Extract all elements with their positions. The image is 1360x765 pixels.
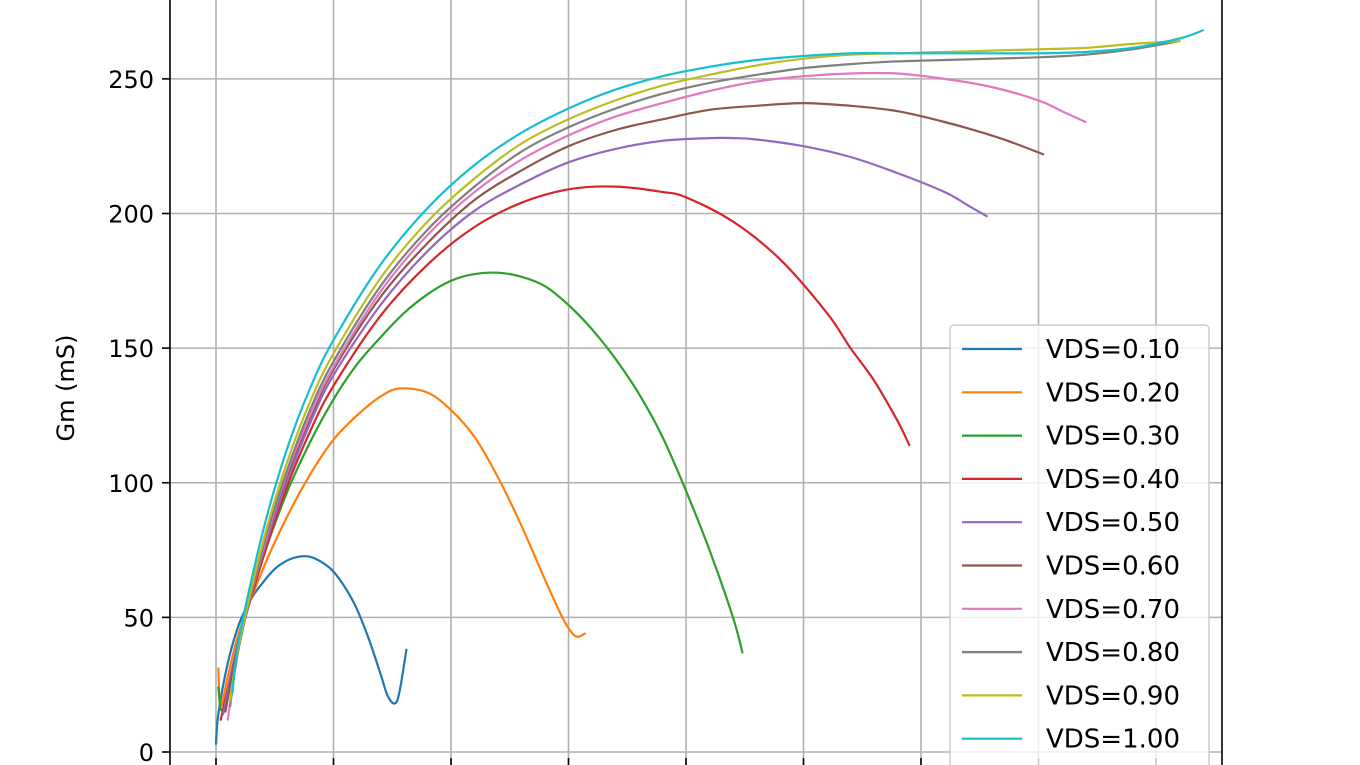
series-line-9	[229, 40, 1181, 702]
y-tick-label: 50	[123, 604, 154, 632]
legend-label: VDS=0.70	[1046, 595, 1180, 625]
legend-label: VDS=0.50	[1046, 508, 1180, 538]
legend-label: VDS=0.90	[1046, 681, 1180, 711]
series-line-4	[219, 185, 911, 721]
series-line-5	[222, 136, 988, 716]
series-lines	[214, 29, 1205, 745]
axes	[169, 0, 1223, 765]
y-tick-label: 0	[139, 739, 154, 765]
series-line-1	[214, 555, 408, 745]
y-ticks: 0 50 100 150 200 250	[108, 66, 1157, 765]
legend-label: VDS=0.30	[1046, 422, 1180, 452]
legend-label: VDS=0.10	[1046, 335, 1180, 365]
legend: VDS=0.10 VDS=0.20 VDS=0.30 VDS=0.40 VDS=0.50…	[949, 324, 1210, 765]
series-line-3	[217, 271, 744, 712]
series-line-7	[226, 71, 1087, 721]
y-tick-label: 200	[108, 201, 154, 229]
series-line-8	[229, 40, 1181, 708]
legend-label: VDS=1.00	[1046, 725, 1180, 755]
y-tick-label: 250	[108, 66, 154, 94]
legend-label: VDS=0.20	[1046, 378, 1180, 408]
y-tick-label: 100	[108, 470, 154, 498]
legend-label: VDS=0.40	[1046, 465, 1180, 495]
legend-label: VDS=0.60	[1046, 552, 1180, 582]
y-axis-label: Gm (mS)	[52, 335, 80, 442]
y-tick-label: 150	[108, 335, 154, 363]
series-line-10	[231, 29, 1205, 694]
legend-label: VDS=0.80	[1046, 638, 1180, 668]
